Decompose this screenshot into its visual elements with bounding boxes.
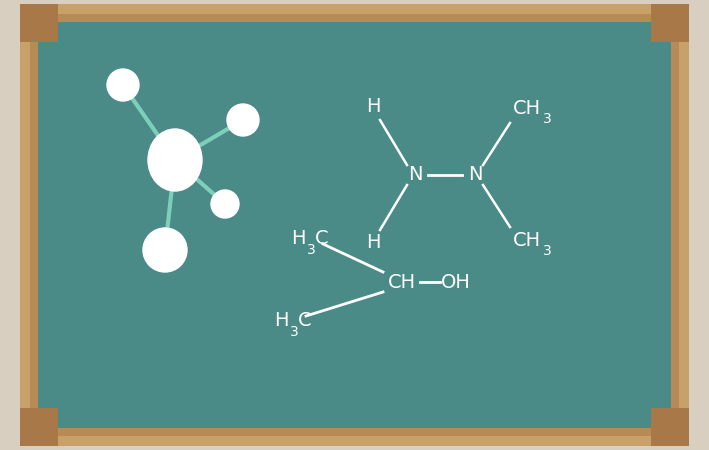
- Text: H: H: [366, 98, 380, 117]
- Text: C: C: [298, 310, 312, 329]
- FancyBboxPatch shape: [651, 408, 689, 446]
- Text: 3: 3: [307, 243, 316, 257]
- Text: N: N: [468, 166, 482, 184]
- Circle shape: [211, 190, 239, 218]
- Text: 3: 3: [543, 244, 552, 258]
- Text: CH: CH: [513, 231, 541, 251]
- Text: C: C: [315, 229, 329, 248]
- Text: CH: CH: [388, 273, 416, 292]
- FancyBboxPatch shape: [20, 4, 58, 42]
- Circle shape: [143, 228, 187, 272]
- Text: H: H: [366, 234, 380, 252]
- Text: 3: 3: [543, 112, 552, 126]
- FancyBboxPatch shape: [30, 14, 679, 436]
- Text: CH: CH: [513, 99, 541, 118]
- FancyBboxPatch shape: [651, 4, 689, 42]
- Ellipse shape: [148, 129, 202, 191]
- Circle shape: [227, 104, 259, 136]
- FancyBboxPatch shape: [20, 408, 58, 446]
- FancyBboxPatch shape: [38, 22, 671, 428]
- Text: H: H: [291, 229, 306, 248]
- Text: OH: OH: [441, 273, 471, 292]
- FancyBboxPatch shape: [20, 4, 689, 446]
- Text: N: N: [408, 166, 423, 184]
- Text: H: H: [274, 310, 289, 329]
- Circle shape: [107, 69, 139, 101]
- Text: 3: 3: [290, 325, 298, 339]
